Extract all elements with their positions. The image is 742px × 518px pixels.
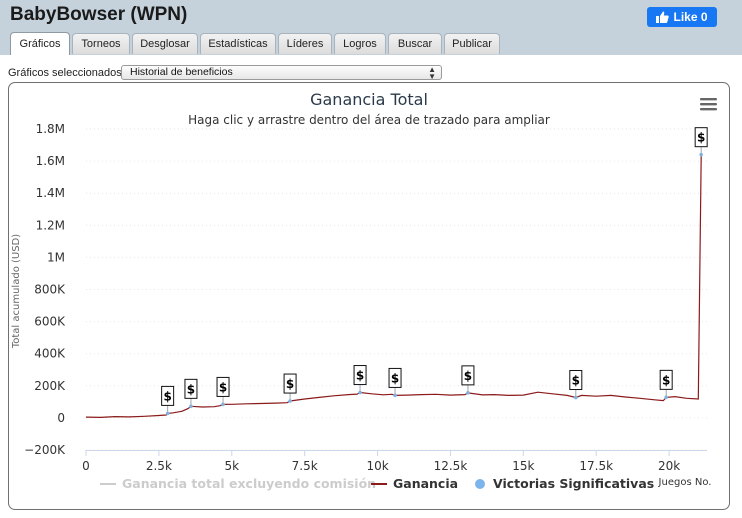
y-tick-label: 0 — [57, 411, 65, 425]
y-tick-label: 1.6M — [36, 154, 65, 168]
significant-win-flag[interactable] — [283, 373, 297, 394]
flag-label: $ — [187, 382, 195, 396]
chart-legend: Ganancia total excluyendo comisión Ganan… — [100, 476, 654, 491]
x-tick-label: 7.5k — [292, 459, 318, 473]
y-tick-label: 800K — [34, 283, 66, 297]
flag-label: $ — [572, 374, 580, 388]
tab-torneos[interactable]: Torneos — [72, 33, 130, 54]
x-tick-label: 0 — [82, 459, 90, 473]
x-tick-label: 5k — [224, 459, 239, 473]
legend-swatch-victorias — [475, 479, 485, 489]
chart-select[interactable]: Historial de beneficios ▲ ▼ — [121, 65, 442, 80]
y-axis-tick-labels: −200K 0 200K 400K 600K 800K 1M 1.2M 1.4M 1.6M 1.8M — [24, 122, 66, 457]
legend-item-ganancia[interactable]: Ganancia — [371, 476, 458, 491]
significant-win-flag[interactable] — [353, 365, 367, 386]
flag-label: $ — [464, 369, 472, 383]
y-tick-label: 600K — [34, 315, 66, 329]
significant-win-flag[interactable] — [161, 385, 175, 406]
legend-label-victorias: Victorias Significativas — [493, 476, 654, 491]
y-axis-label: Total acumulado (USD) — [11, 234, 22, 349]
tab-graficos[interactable]: Gráficos — [10, 32, 70, 55]
significant-win-flag[interactable] — [388, 367, 402, 388]
flag-label: $ — [219, 380, 227, 394]
hamburger-menu-icon[interactable] — [699, 97, 717, 113]
chart-select-label: Gráficos seleccionados: — [8, 67, 125, 79]
y-tick-label: 1.2M — [36, 218, 65, 232]
ganancia-line — [85, 154, 702, 419]
y-tick-label: 1.8M — [36, 122, 65, 136]
x-tick-label: 2.5k — [146, 459, 172, 473]
chart-gridlines — [86, 128, 707, 451]
x-axis-tick-labels: 0 2.5k 5k 7.5k 10k 12.5k 15k 17.5k 20k — [82, 450, 680, 473]
x-axis-label: Juegos No. — [658, 477, 712, 488]
thumbs-up-icon — [656, 11, 670, 23]
content-panel: Gráficos seleccionados: Historial de ben… — [0, 55, 742, 518]
significant-wins-markers — [165, 152, 703, 416]
significant-win-flag[interactable] — [216, 376, 230, 397]
y-tick-label: 1M — [47, 250, 65, 264]
chart-svg[interactable]: −200K 0 200K 400K 600K 800K 1M 1.2M 1.4M 1.6M 1.8M… — [9, 83, 729, 509]
tab-logros[interactable]: Logros — [334, 33, 386, 54]
significant-win-point — [664, 395, 668, 400]
y-tick-label: −200K — [24, 443, 66, 457]
flag-label: $ — [286, 377, 294, 391]
significant-win-flag[interactable] — [461, 365, 475, 386]
app-title: BabyBowser (WPN) — [10, 4, 188, 25]
significant-win-point — [574, 395, 578, 400]
tab-estadisticas[interactable]: Estadísticas — [200, 33, 276, 54]
legend-item-victorias[interactable]: Victorias Significativas — [475, 476, 654, 491]
x-tick-label: 15k — [512, 459, 534, 473]
x-tick-label: 10k — [366, 459, 388, 473]
chart-container[interactable]: −200K 0 200K 400K 600K 800K 1M 1.2M 1.4M 1.6M 1.8M… — [8, 82, 730, 510]
tab-lideres[interactable]: Líderes — [278, 33, 332, 54]
y-tick-label: 1.4M — [36, 186, 65, 200]
x-tick-label: 12.5k — [434, 459, 468, 473]
legend-label-excl: Ganancia total excluyendo comisión — [122, 476, 376, 491]
significant-win-flag[interactable] — [184, 378, 198, 399]
significant-win-point — [221, 402, 225, 407]
y-tick-label: 400K — [34, 347, 66, 361]
significant-win-point — [358, 390, 362, 395]
x-tick-label: 17.5k — [579, 459, 613, 473]
legend-label-ganancia: Ganancia — [393, 476, 458, 491]
significant-win-flag[interactable] — [569, 370, 583, 391]
significant-win-flag[interactable] — [659, 369, 673, 390]
legend-item-ganancia-excluyendo[interactable]: Ganancia total excluyendo comisión — [100, 476, 376, 491]
facebook-like-label: Like 0 — [673, 10, 708, 24]
chart-subtitle: Haga clic y arrastre dentro del área de … — [188, 113, 550, 127]
tab-desglosar[interactable]: Desglosar — [132, 33, 198, 54]
flag-label: $ — [356, 369, 364, 383]
significant-wins-flags[interactable]: $ $ $ $ $ $ $ $ $ $ — [161, 127, 708, 414]
flag-label: $ — [697, 131, 705, 145]
flag-label: $ — [163, 389, 171, 403]
tab-buscar[interactable]: Buscar — [388, 33, 442, 54]
select-arrows-icon: ▲ ▼ — [428, 65, 436, 81]
x-tick-label: 20k — [658, 459, 680, 473]
chart-title: Ganancia Total — [310, 90, 428, 109]
significant-win-flag[interactable] — [694, 127, 708, 148]
flag-label: $ — [391, 371, 399, 385]
flag-label: $ — [662, 373, 670, 387]
facebook-like-button[interactable]: Like 0 — [647, 7, 717, 27]
y-tick-label: 200K — [34, 379, 66, 393]
chart-select-value: Historial de beneficios — [130, 66, 233, 78]
tab-publicar[interactable]: Publicar — [444, 33, 500, 54]
